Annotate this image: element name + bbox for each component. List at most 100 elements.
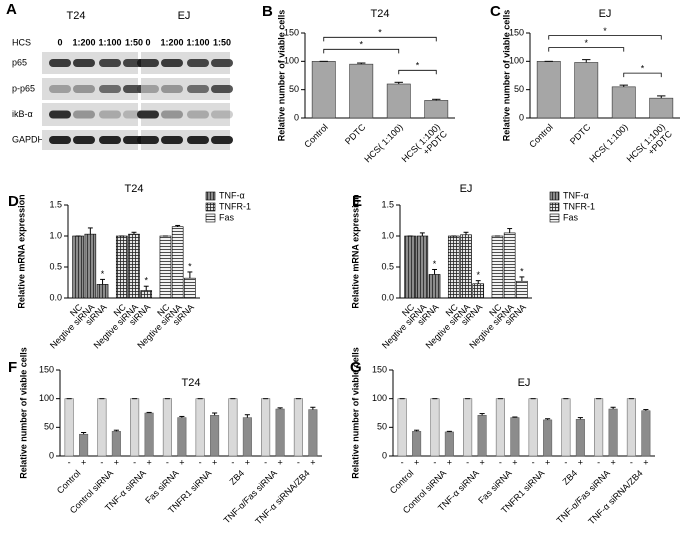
significance-mark: *	[603, 26, 607, 36]
series-sign: +	[277, 457, 282, 467]
chart: G EJ Relative number of viable cells 0 50 100…	[350, 347, 655, 527]
y-tick-label: 100	[284, 56, 299, 66]
y-tick-label: 1.5	[49, 199, 62, 209]
series-sign: -	[630, 457, 633, 467]
series-sign: -	[297, 457, 300, 467]
bar	[510, 417, 520, 457]
y-axis-label: Relative mRNA expression	[350, 194, 360, 308]
series-sign: -	[133, 457, 136, 467]
blot-band	[161, 110, 183, 119]
bar	[447, 235, 460, 299]
blot-strip	[141, 78, 230, 100]
x-tick-label: Control	[527, 122, 555, 150]
bar	[463, 398, 473, 457]
legend-label: TNFR-1	[563, 201, 595, 211]
y-tick-label: 0.5	[381, 261, 394, 271]
dose-label: 1:50	[213, 37, 231, 47]
bar	[574, 62, 599, 119]
bar	[536, 61, 561, 119]
x-tick-label: HCS( 1:100)	[362, 122, 404, 164]
series-sign: +	[610, 457, 615, 467]
blot-band	[73, 85, 95, 93]
bar	[171, 226, 184, 299]
bar	[210, 415, 220, 457]
significance-mark: *	[520, 266, 524, 276]
panel-letter: D	[8, 193, 19, 210]
significance-bracket	[548, 47, 625, 52]
chart: C EJ Relative number of viable cells 0 50 100…	[490, 3, 680, 164]
bar	[128, 233, 140, 299]
x-tick-label: Control	[388, 468, 416, 496]
y-tick-label: 0.0	[381, 292, 394, 302]
chart-title: T24	[125, 183, 144, 195]
blot-band	[211, 136, 233, 144]
series-sign: +	[643, 457, 648, 467]
y-tick-label: 0.0	[49, 292, 62, 302]
bar	[404, 235, 416, 299]
y-tick-label: 100	[509, 56, 524, 66]
x-tick-label: ZB4	[227, 468, 246, 487]
bar	[79, 433, 89, 457]
blot-band	[161, 59, 183, 67]
dose-label: 0	[57, 37, 62, 47]
y-axis-label: Relative mRNA expression	[16, 194, 26, 308]
legend-label: TNF-α	[563, 190, 589, 200]
bar	[516, 280, 528, 299]
bar	[503, 232, 516, 299]
dose-label: 1:100	[186, 37, 209, 47]
bar	[242, 417, 252, 457]
legend-label: TNF-α	[219, 190, 245, 200]
dose-label: 0	[145, 37, 150, 47]
y-tick-label: 50	[514, 84, 524, 94]
y-tick-label: 100	[39, 393, 54, 403]
dose-label: 1:200	[160, 37, 183, 47]
treatment-label: HCS	[12, 37, 31, 47]
series-sign: -	[597, 457, 600, 467]
x-tick-label: ZB4	[560, 468, 579, 487]
blot-strip	[141, 130, 230, 150]
bar	[428, 274, 441, 299]
blot-band	[49, 136, 71, 144]
series-sign: -	[166, 457, 169, 467]
bar	[386, 83, 411, 119]
y-tick-label: 100	[372, 393, 387, 403]
blot-band	[99, 110, 121, 119]
y-tick-label: 1.0	[381, 230, 394, 240]
blot-band	[99, 85, 121, 93]
bar	[130, 398, 140, 457]
blot-strip	[141, 103, 230, 126]
bar	[626, 398, 636, 457]
blot-band	[123, 85, 145, 93]
series-sign: +	[512, 457, 517, 467]
series-sign: +	[310, 457, 315, 467]
series-sign: -	[100, 457, 103, 467]
series-sign: +	[414, 457, 419, 467]
blot-band	[137, 85, 159, 93]
bar	[293, 398, 303, 457]
bar	[72, 235, 84, 299]
bar	[430, 398, 440, 457]
blot-band	[49, 110, 71, 119]
y-tick-label: 50	[289, 84, 299, 94]
significance-bracket	[323, 48, 400, 54]
legend-swatch	[549, 202, 560, 212]
bar	[608, 408, 618, 457]
series-sign: +	[245, 457, 250, 467]
series-sign: +	[146, 457, 151, 467]
x-tick-label: HCS( 1:100)	[587, 122, 629, 164]
bar	[472, 283, 485, 299]
bar	[575, 419, 585, 457]
blot-band	[211, 59, 233, 67]
blot-band	[49, 85, 71, 93]
blot-band	[161, 85, 183, 93]
bar	[311, 61, 336, 119]
blot-band	[137, 110, 159, 119]
blot-band	[137, 59, 159, 67]
bar	[611, 86, 636, 119]
series-sign: -	[466, 457, 469, 467]
significance-mark: *	[378, 28, 382, 38]
y-tick-label: 150	[372, 364, 387, 374]
series-sign: -	[433, 457, 436, 467]
blot-band	[187, 110, 209, 119]
